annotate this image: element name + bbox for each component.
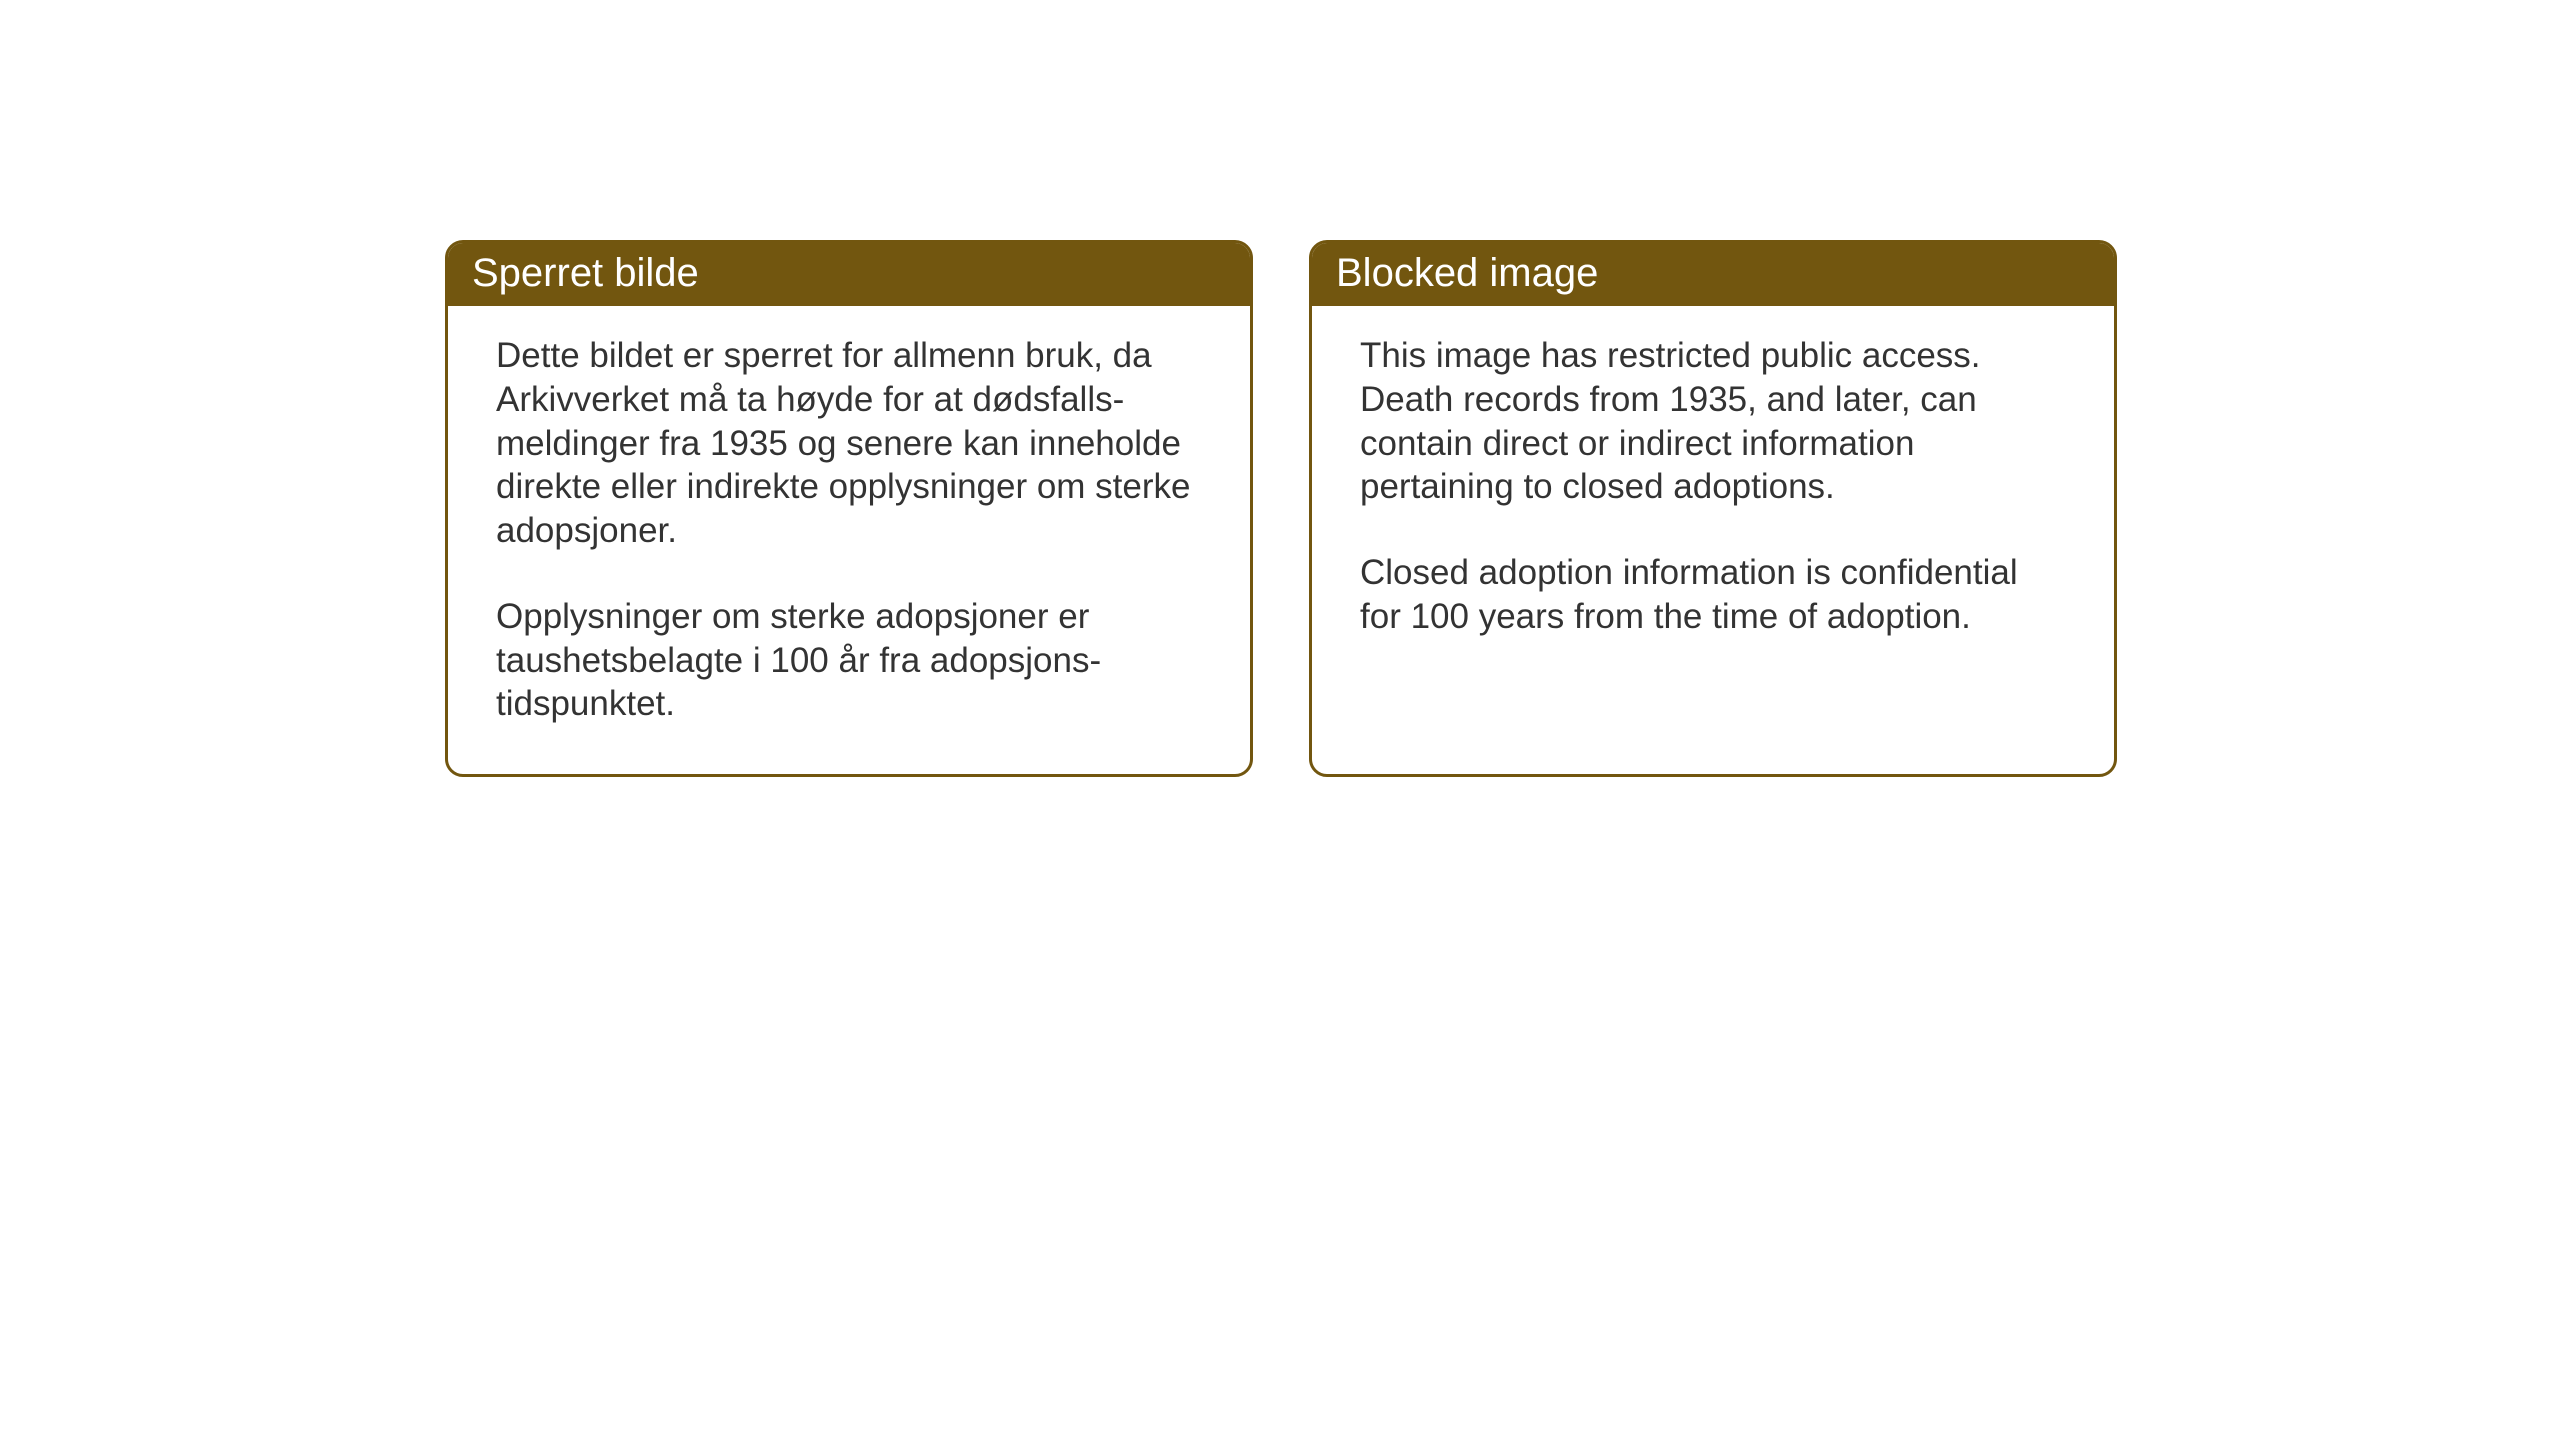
card-title-norwegian: Sperret bilde — [472, 251, 699, 295]
card-paragraph-2-english: Closed adoption information is confident… — [1360, 551, 2066, 639]
card-title-english: Blocked image — [1336, 251, 1598, 295]
card-header-english: Blocked image — [1312, 243, 2114, 306]
notice-container: Sperret bilde Dette bildet er sperret fo… — [445, 240, 2117, 777]
card-paragraph-1-english: This image has restricted public access.… — [1360, 334, 2066, 509]
notice-card-norwegian: Sperret bilde Dette bildet er sperret fo… — [445, 240, 1253, 777]
notice-card-english: Blocked image This image has restricted … — [1309, 240, 2117, 777]
card-body-norwegian: Dette bildet er sperret for allmenn bruk… — [448, 306, 1250, 774]
card-paragraph-2-norwegian: Opplysninger om sterke adopsjoner er tau… — [496, 595, 1202, 726]
card-body-english: This image has restricted public access.… — [1312, 306, 2114, 687]
card-header-norwegian: Sperret bilde — [448, 243, 1250, 306]
card-paragraph-1-norwegian: Dette bildet er sperret for allmenn bruk… — [496, 334, 1202, 553]
